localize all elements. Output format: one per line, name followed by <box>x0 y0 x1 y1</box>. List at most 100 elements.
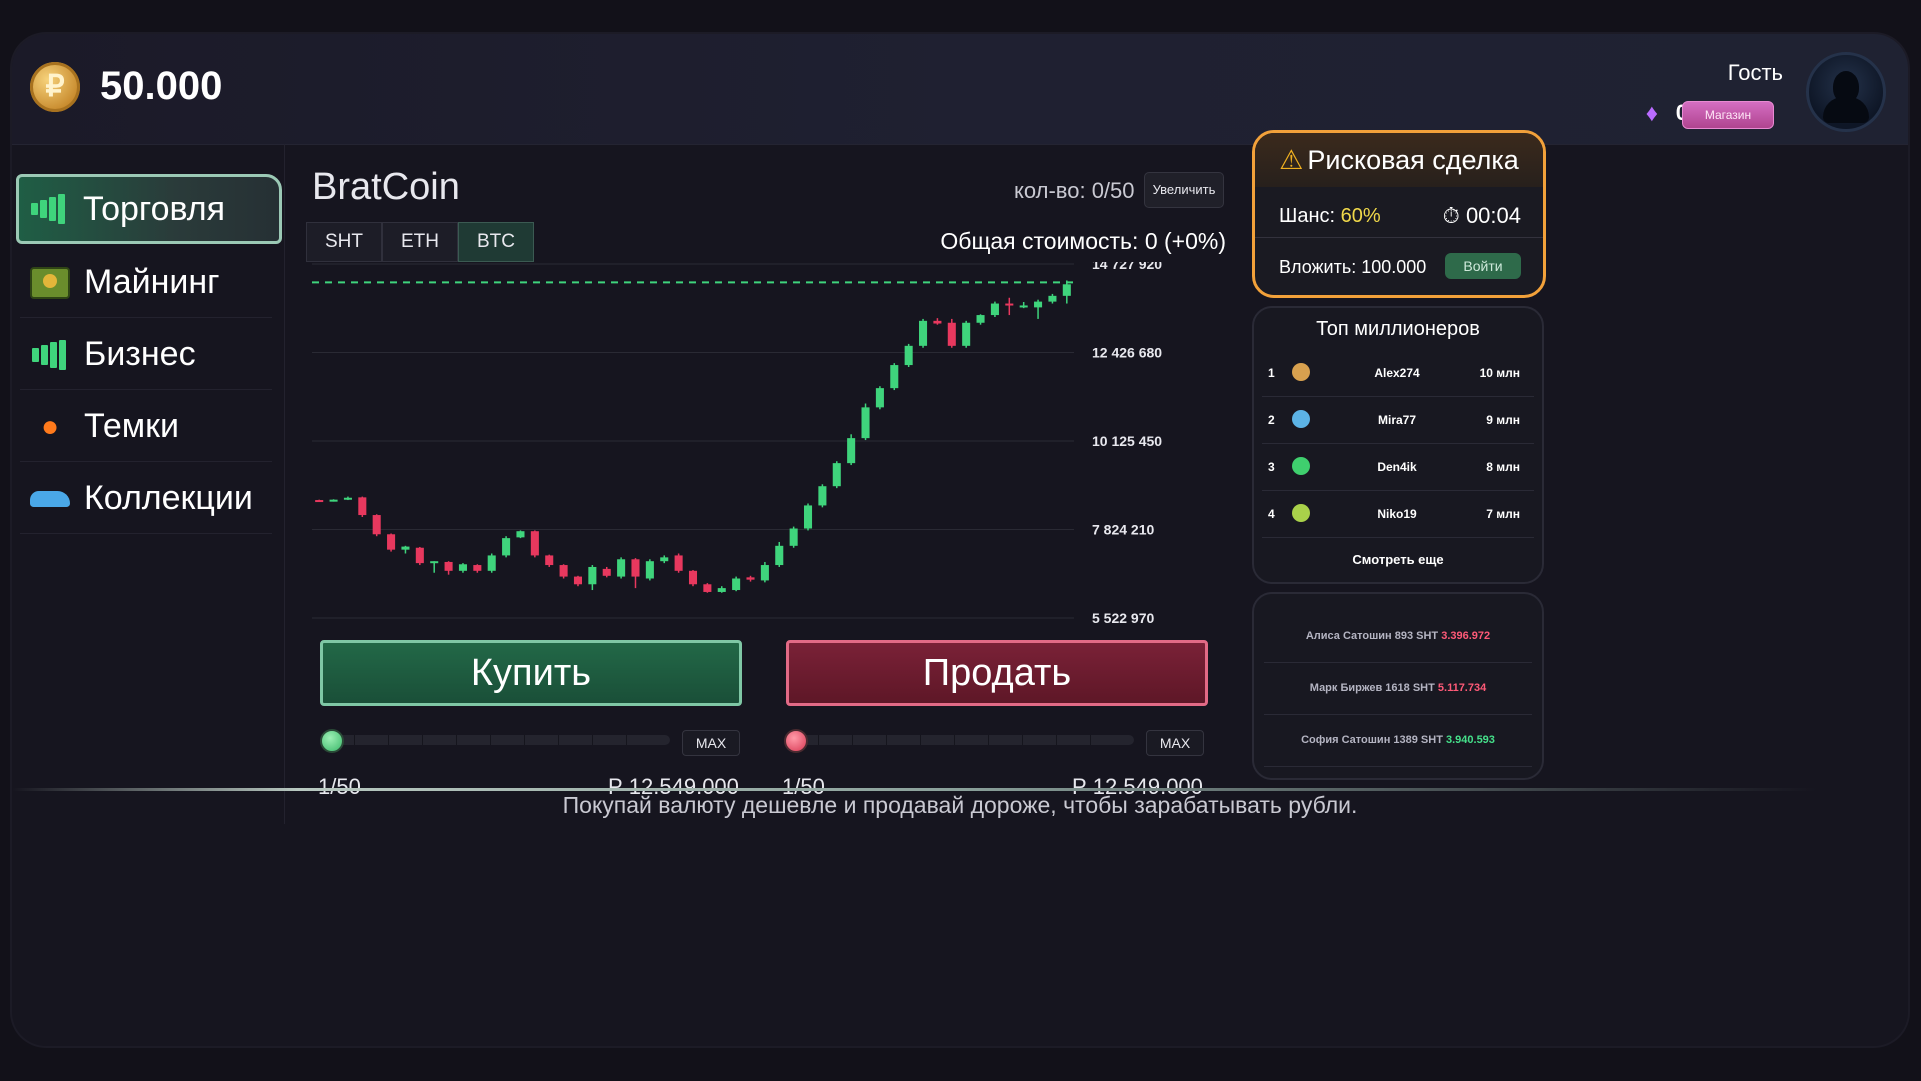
feed-value: 3.396.972 <box>1441 630 1491 642</box>
slider-handle[interactable] <box>784 729 808 753</box>
chart-bars-icon <box>29 189 69 229</box>
candle-body <box>458 564 467 571</box>
slider-track <box>320 735 670 745</box>
risk-deal-title: ⚠ Рисковая сделка <box>1255 133 1543 187</box>
see-more-link[interactable]: Смотреть еще <box>1352 552 1444 567</box>
feed-text: Алиса Сатошин 893 SHT <box>1305 630 1439 642</box>
trade-feed: Алиса Сатошин 893 SHT 3.396.972 Марк Бир… <box>1252 592 1544 780</box>
candle-body <box>473 565 482 571</box>
candle-body <box>1034 301 1043 308</box>
player-name: Alex274 <box>1374 366 1420 380</box>
sidebar-item-collections[interactable]: Коллекции <box>20 464 272 534</box>
feed-item: София Сатошин 1389 SHT 3.940.593 <box>1264 714 1532 767</box>
trading-panel: BratCoin кол-во: 0/50 Увеличить SHT ETH … <box>284 144 1246 824</box>
increase-button[interactable]: Увеличить <box>1144 172 1224 208</box>
candle-body <box>588 566 597 585</box>
candle-body <box>947 322 956 346</box>
candle-body <box>516 531 525 538</box>
candle-body <box>343 497 352 500</box>
game-window: ₽ 50.000 Гость ♦ 0 Магазин Торговля Майн… <box>12 34 1908 1046</box>
candle-body <box>789 528 798 546</box>
candle-body <box>832 463 841 487</box>
candle-body <box>674 555 683 571</box>
avatar-dot <box>1292 457 1310 475</box>
candle-body <box>760 565 769 581</box>
enter-button[interactable]: Войти <box>1445 253 1521 279</box>
fire-icon: ● <box>40 409 60 443</box>
avatar-dot <box>1292 363 1310 381</box>
y-tick-label: 5 522 970 <box>1092 610 1154 626</box>
chance-label: Шанс: <box>1279 205 1336 227</box>
candle-body <box>329 499 338 502</box>
feed-text: София Сатошин 1389 SHT <box>1301 734 1443 746</box>
tab-btc[interactable]: BTC <box>458 222 534 262</box>
avatar-dot <box>1292 410 1310 428</box>
risk-deal-card: ⚠ Рисковая сделка Шанс: 60% ⏱ 00:04 Вложи… <box>1252 130 1546 298</box>
footer-hint: Покупай валюту дешевле и продавай дороже… <box>562 792 1358 818</box>
leaderboard-title: Топ миллионеров <box>1316 318 1480 340</box>
rank: 2 <box>1268 413 1275 427</box>
ruble-coin-icon: ₽ <box>30 62 80 112</box>
top-bar: ₽ 50.000 Гость ♦ 0 Магазин <box>12 34 1908 145</box>
player-wealth: 9 млн <box>1486 413 1520 427</box>
buy-price: Р 12.549.000 <box>608 774 739 799</box>
candle-body <box>933 320 942 324</box>
candle-body <box>1005 303 1014 306</box>
candle-body <box>358 497 367 516</box>
candle-body <box>890 365 899 389</box>
candle-body <box>962 322 971 346</box>
avatar[interactable] <box>1806 52 1886 132</box>
sell-amount-slider[interactable] <box>784 729 1134 753</box>
slider-handle[interactable] <box>320 729 344 753</box>
leaderboard-row: 1 Alex274 10 млн <box>1262 350 1534 397</box>
tab-eth[interactable]: ETH <box>382 222 458 262</box>
candle-body <box>660 557 669 562</box>
leaderboard-row: 2 Mira77 9 млн <box>1262 397 1534 444</box>
candle-body <box>904 345 913 366</box>
sidebar-item-temki[interactable]: ● Темки <box>20 392 272 462</box>
sell-max-button[interactable]: MAX <box>1146 730 1204 756</box>
price-chart: 14 727 920 12 426 680 10 125 450 7 824 210 5… <box>312 262 1162 626</box>
candle-body <box>387 534 396 550</box>
page-title: BratCoin <box>312 166 460 208</box>
rank: 4 <box>1268 507 1275 521</box>
buy-max-button[interactable]: MAX <box>682 730 740 756</box>
candle-body <box>919 320 928 346</box>
shop-button[interactable]: Магазин <box>1682 101 1774 129</box>
candle-body <box>415 547 424 564</box>
avatar-body <box>1823 97 1869 123</box>
sidebar-item-trading[interactable]: Торговля <box>16 174 282 244</box>
sidebar-item-mining[interactable]: Майнинг <box>20 248 272 318</box>
chart-bars-icon <box>30 335 70 375</box>
avatar-dot <box>1292 504 1310 522</box>
buy-button[interactable]: Купить <box>320 640 742 706</box>
chance-value: 60% <box>1340 205 1381 227</box>
candle-body <box>545 555 554 566</box>
gem-icon: ♦ <box>1645 100 1658 127</box>
player-wealth: 8 млн <box>1486 460 1520 474</box>
candle-body <box>861 407 870 439</box>
candle-body <box>1062 284 1071 296</box>
divider <box>1255 237 1543 238</box>
candle-body <box>847 438 856 464</box>
buy-amount-slider[interactable] <box>320 729 670 753</box>
buy-count: 1/50 <box>318 774 361 799</box>
candle-body <box>631 559 640 577</box>
sell-button[interactable]: Продать <box>786 640 1208 706</box>
tab-sht[interactable]: SHT <box>306 222 382 262</box>
candle-body <box>645 561 654 579</box>
rank: 1 <box>1268 366 1275 380</box>
sell-count: 1/50 <box>782 774 825 799</box>
leaderboard: Топ миллионеров 1 Alex274 10 млн 2 Mira7… <box>1252 306 1544 584</box>
sidebar-item-business[interactable]: Бизнес <box>20 320 272 390</box>
player-name: Mira77 <box>1377 413 1417 427</box>
feed-item: Алиса Сатошин 893 SHT 3.396.972 <box>1264 610 1532 663</box>
candle-body <box>444 561 453 571</box>
candle-body <box>1048 295 1057 302</box>
y-tick-label: 14 727 920 <box>1092 262 1162 272</box>
leaderboard-row: 4 Niko19 7 млн <box>1262 491 1534 538</box>
candle-body <box>573 576 583 585</box>
sidebar-item-label: Коллекции <box>84 479 253 517</box>
candle-body <box>703 584 712 592</box>
sidebar-item-label: Торговля <box>83 189 226 228</box>
